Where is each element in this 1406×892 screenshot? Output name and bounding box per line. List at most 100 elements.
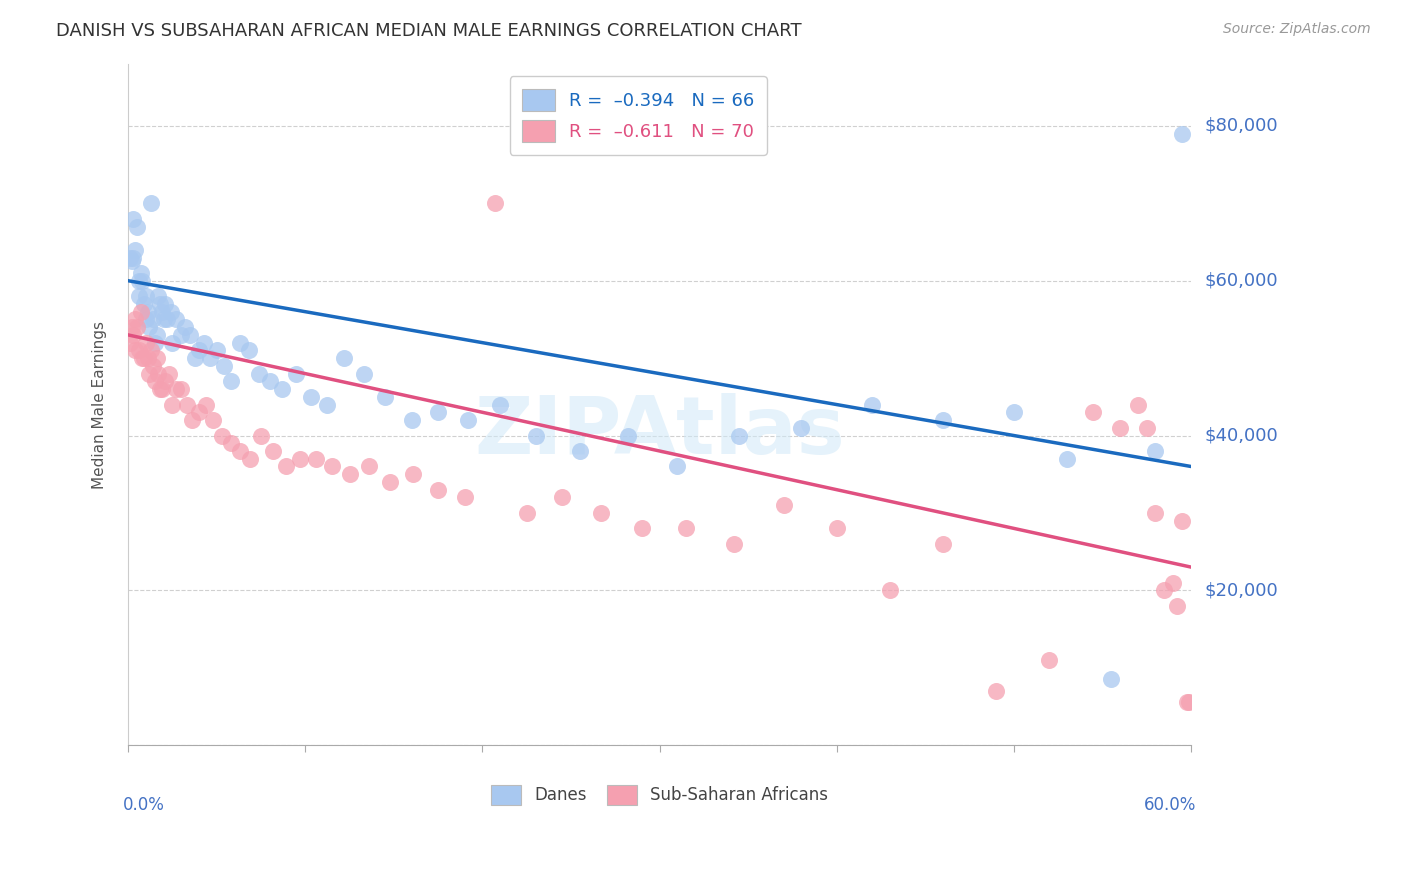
Point bbox=[984, 684, 1007, 698]
Point bbox=[212, 359, 235, 373]
Point bbox=[339, 467, 361, 482]
Point bbox=[129, 304, 152, 318]
Point bbox=[1002, 405, 1025, 419]
Point bbox=[173, 320, 195, 334]
Point bbox=[1153, 583, 1175, 598]
Point bbox=[427, 405, 450, 419]
Point bbox=[288, 451, 311, 466]
Point bbox=[193, 335, 215, 350]
Point bbox=[315, 398, 337, 412]
Point bbox=[125, 219, 148, 234]
Point bbox=[454, 491, 477, 505]
Point bbox=[239, 451, 262, 466]
Point bbox=[141, 343, 163, 358]
Point bbox=[157, 367, 180, 381]
Point bbox=[135, 312, 157, 326]
Text: 0.0%: 0.0% bbox=[122, 797, 165, 814]
Point bbox=[401, 413, 423, 427]
Point bbox=[142, 359, 165, 373]
Text: $60,000: $60,000 bbox=[1205, 272, 1278, 290]
Point bbox=[155, 297, 177, 311]
Point bbox=[790, 421, 813, 435]
Point bbox=[879, 583, 901, 598]
Point bbox=[1126, 398, 1149, 412]
Point bbox=[131, 351, 153, 365]
Text: 60.0%: 60.0% bbox=[1144, 797, 1197, 814]
Y-axis label: Median Male Earnings: Median Male Earnings bbox=[93, 320, 107, 489]
Point bbox=[932, 413, 955, 427]
Point bbox=[489, 398, 512, 412]
Point bbox=[1161, 575, 1184, 590]
Point bbox=[205, 343, 228, 358]
Point bbox=[321, 459, 343, 474]
Point bbox=[238, 343, 260, 358]
Point bbox=[118, 251, 141, 265]
Point bbox=[229, 335, 252, 350]
Point bbox=[143, 335, 166, 350]
Point bbox=[135, 289, 157, 303]
Point bbox=[132, 297, 155, 311]
Point bbox=[1109, 421, 1132, 435]
Point bbox=[484, 196, 506, 211]
Point bbox=[152, 312, 174, 326]
Point bbox=[125, 320, 148, 334]
Point bbox=[162, 398, 184, 412]
Point bbox=[1171, 514, 1194, 528]
Point bbox=[131, 274, 153, 288]
Point bbox=[138, 320, 160, 334]
Point bbox=[457, 413, 479, 427]
Point bbox=[1083, 405, 1105, 419]
Point bbox=[825, 521, 848, 535]
Point bbox=[202, 413, 225, 427]
Point bbox=[170, 382, 193, 396]
Point bbox=[524, 428, 547, 442]
Point bbox=[148, 367, 170, 381]
Point bbox=[591, 506, 613, 520]
Point bbox=[159, 304, 181, 318]
Point bbox=[165, 312, 187, 326]
Point bbox=[616, 428, 638, 442]
Point bbox=[219, 436, 242, 450]
Point bbox=[305, 451, 328, 466]
Point bbox=[132, 351, 155, 365]
Point bbox=[1136, 421, 1159, 435]
Point bbox=[128, 289, 150, 303]
Point bbox=[219, 375, 242, 389]
Point bbox=[128, 343, 150, 358]
Text: ZIPAtlas: ZIPAtlas bbox=[474, 392, 845, 471]
Point bbox=[666, 459, 689, 474]
Point bbox=[285, 367, 308, 381]
Point bbox=[299, 390, 322, 404]
Point bbox=[723, 537, 745, 551]
Point bbox=[250, 428, 273, 442]
Point bbox=[427, 483, 450, 497]
Point bbox=[122, 327, 145, 342]
Point bbox=[188, 343, 211, 358]
Point bbox=[124, 243, 146, 257]
Point bbox=[568, 444, 591, 458]
Point bbox=[198, 351, 221, 365]
Point bbox=[124, 343, 146, 358]
Point bbox=[195, 398, 218, 412]
Point bbox=[121, 254, 143, 268]
Point bbox=[1038, 653, 1060, 667]
Point bbox=[128, 274, 150, 288]
Point bbox=[932, 537, 955, 551]
Point bbox=[145, 351, 167, 365]
Point bbox=[357, 459, 380, 474]
Point bbox=[150, 382, 173, 396]
Point bbox=[271, 382, 294, 396]
Point bbox=[188, 405, 211, 419]
Point bbox=[259, 375, 281, 389]
Point bbox=[728, 428, 751, 442]
Point bbox=[149, 382, 172, 396]
Point bbox=[170, 327, 193, 342]
Point bbox=[162, 335, 184, 350]
Point bbox=[333, 351, 356, 365]
Point bbox=[142, 312, 165, 326]
Point bbox=[143, 375, 166, 389]
Point bbox=[353, 367, 375, 381]
Point bbox=[860, 398, 883, 412]
Point bbox=[179, 327, 201, 342]
Point bbox=[262, 444, 284, 458]
